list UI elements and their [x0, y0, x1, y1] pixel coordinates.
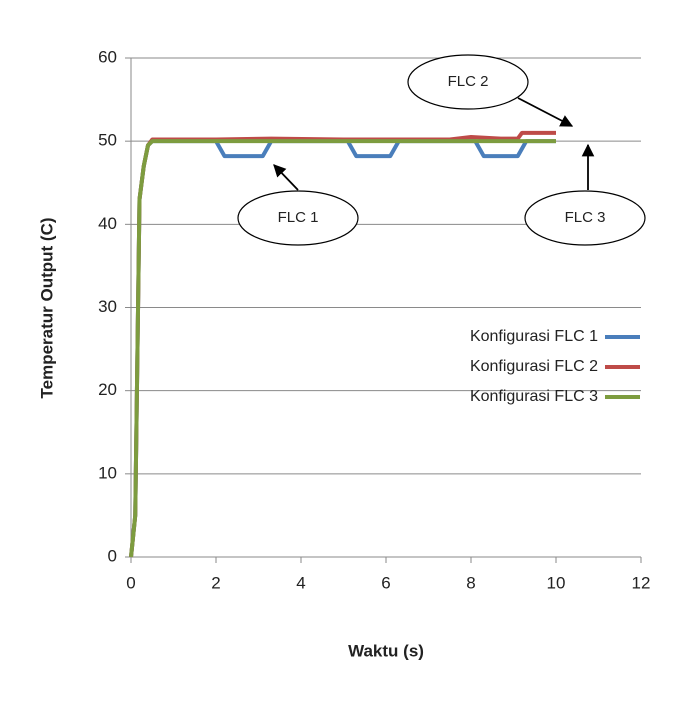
- callout-bubble: [524, 190, 646, 246]
- callout-bubble: [237, 190, 359, 246]
- callout-label: FLC 1: [278, 209, 319, 226]
- y-tick-label: 60: [98, 47, 117, 66]
- x-tick-label: 6: [381, 573, 390, 592]
- y-tick-label: 40: [98, 214, 117, 233]
- x-tick-label: 8: [466, 573, 475, 592]
- y-tick-label: 20: [98, 380, 117, 399]
- y-axis-title: Temperatur Output (C): [37, 217, 56, 398]
- callout-label: FLC 2: [448, 73, 489, 90]
- legend-label: Konfigurasi FLC 2: [470, 358, 598, 375]
- callout-bubble: [407, 54, 529, 110]
- x-tick-label: 10: [547, 573, 566, 592]
- y-tick-label: 30: [98, 297, 117, 316]
- x-axis-title: Waktu (s): [348, 641, 424, 660]
- x-tick-label: 0: [126, 573, 135, 592]
- callout-arrow: [517, 97, 574, 127]
- x-tick-label: 4: [296, 573, 305, 592]
- y-tick-label: 50: [98, 131, 117, 150]
- legend-label: Konfigurasi FLC 1: [470, 328, 598, 345]
- legend-label: Konfigurasi FLC 3: [470, 388, 598, 405]
- x-tick-label: 2: [211, 573, 220, 592]
- y-tick-label: 10: [98, 463, 117, 482]
- callout-label: FLC 3: [565, 209, 606, 226]
- y-tick-label: 0: [108, 546, 117, 565]
- callout-arrow: [273, 164, 299, 191]
- series-line: [129, 139, 556, 558]
- x-tick-label: 12: [632, 573, 651, 592]
